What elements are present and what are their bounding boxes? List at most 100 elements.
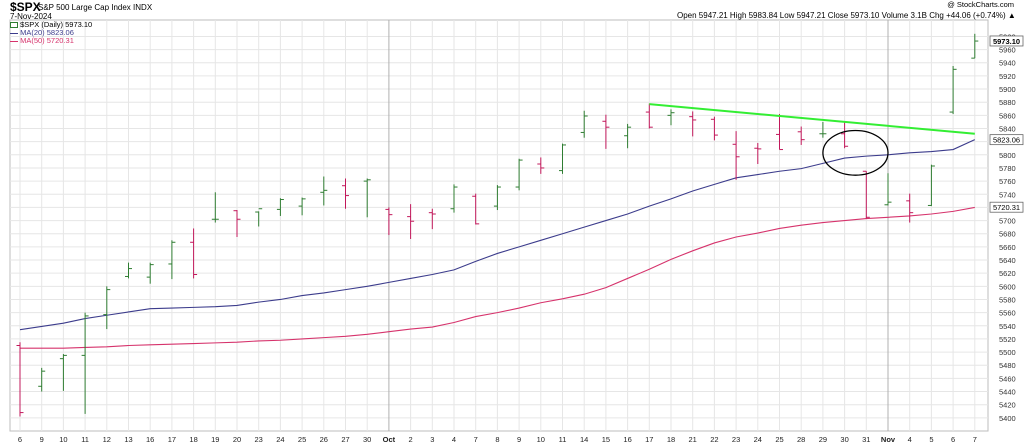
legend-ma50-label: MA(50) 5720.31 (20, 36, 74, 45)
last-value-label: 5823.06 (993, 136, 1020, 145)
ohlc-bar (407, 204, 415, 239)
ohlc-bar (38, 367, 46, 392)
ohlc-bar (732, 131, 740, 180)
ohlc-bar (16, 342, 24, 417)
ohlc-bar (819, 121, 827, 138)
y-tick-label: 5880 (999, 98, 1016, 107)
x-tick-label: 11 (559, 435, 567, 444)
x-tick-label: 5 (929, 435, 933, 444)
ohlc-bar (949, 66, 957, 115)
x-tick-label: 21 (689, 435, 697, 444)
ohlc-bar (667, 109, 675, 126)
ticker-description: S&P 500 Large Cap Index INDX (38, 3, 152, 12)
x-tick-label: 14 (580, 435, 588, 444)
ohlc-bar (59, 354, 67, 391)
y-tick-label: 5640 (999, 256, 1016, 265)
ohlc-bar (624, 123, 632, 149)
ohlc-bar (515, 158, 523, 191)
x-tick-label: 29 (819, 435, 827, 444)
ohlc-bar (776, 114, 783, 151)
ohlc-bar (255, 208, 263, 227)
ohlc-bar (862, 170, 870, 219)
ohlc-bar (125, 262, 132, 279)
x-tick-label: 27 (341, 435, 349, 444)
x-tick-label: 18 (189, 435, 197, 444)
ohlc-bar (559, 143, 566, 174)
last-value-box (989, 134, 1024, 146)
x-tick-label: 16 (146, 435, 154, 444)
x-tick-label: 30 (363, 435, 371, 444)
ohlc-bar (190, 228, 198, 279)
ohlc-bar (493, 185, 501, 211)
x-tick-label: 11 (81, 435, 89, 444)
ma50-line (20, 206, 975, 349)
ohlc-bar (689, 111, 697, 137)
x-tick-label: 24 (754, 435, 762, 444)
ohlc-bar (342, 178, 349, 209)
legend-ma20-label: MA(20) 5823.06 (20, 28, 74, 37)
y-tick-label: 5480 (999, 361, 1016, 370)
y-tick-label: 5560 (999, 309, 1016, 318)
y-tick-label: 5920 (999, 72, 1016, 81)
x-tick-label: 7 (474, 435, 478, 444)
ohlc-bar (168, 240, 176, 280)
y-tick-label: 5840 (999, 125, 1016, 134)
x-tick-label: 8 (495, 435, 499, 444)
y-tick-label: 5940 (999, 59, 1016, 68)
y-tick-label: 5460 (999, 374, 1016, 383)
y-tick-label: 5680 (999, 230, 1016, 239)
ticker-symbol: $SPX (10, 0, 41, 14)
x-tick-label: 24 (276, 435, 284, 444)
x-tick-label: 15 (602, 435, 610, 444)
ohlc-bar (320, 176, 328, 206)
ohlc-bar (841, 121, 849, 149)
x-tick-label: 13 (124, 435, 132, 444)
x-tick-label: 30 (840, 435, 848, 444)
last-value-box (989, 201, 1024, 213)
ohlc-bar (884, 173, 892, 206)
x-tick-label: 2 (409, 435, 413, 444)
y-tick-label: 5800 (999, 151, 1016, 160)
legend-ma50-swatch (10, 40, 18, 42)
x-tick-label: 17 (168, 435, 176, 444)
legend-price: $SPX (Daily) 5973.10 (10, 20, 92, 29)
x-tick-label: 25 (298, 435, 306, 444)
x-tick-label: 19 (211, 435, 219, 444)
x-tick-label: Oct (383, 435, 396, 444)
y-tick-label: 5580 (999, 295, 1016, 304)
y-tick-label: 5420 (999, 401, 1016, 410)
plot-frame (9, 19, 989, 432)
x-tick-label: 6 (18, 435, 22, 444)
ohlc-bar (103, 286, 111, 330)
ohlc-bar (602, 114, 610, 149)
ohlc-bar (363, 178, 371, 218)
x-tick-label: 4 (908, 435, 912, 444)
chart-date: 7-Nov-2024 (10, 12, 52, 21)
y-tick-label: 5620 (999, 269, 1016, 278)
x-tick-label: 17 (645, 435, 653, 444)
ohlc-bar (906, 193, 914, 223)
x-tick-label: 18 (667, 435, 675, 444)
y-tick-label: 5520 (999, 335, 1016, 344)
ohlc-summary: Open 5947.21 High 5983.84 Low 5947.21 Cl… (677, 11, 1016, 20)
last-value-label: 5973.10 (993, 37, 1020, 46)
copyright-label: @ StockCharts.com (947, 0, 1014, 9)
x-tick-label: 9 (40, 435, 44, 444)
y-tick-label: 5540 (999, 322, 1016, 331)
last-value-box (989, 35, 1024, 47)
ohlc-bar (146, 262, 154, 284)
exchange-label: INDX (133, 3, 153, 12)
ohlc-bar (428, 208, 436, 230)
ohlc-bar (927, 164, 935, 207)
ohlc-bar (81, 312, 89, 414)
x-tick-label: 28 (797, 435, 805, 444)
ohlc-bar (645, 103, 653, 129)
y-tick-label: 5400 (999, 414, 1016, 423)
x-tick-label: Nov (881, 435, 896, 444)
ohlc-bar (211, 192, 219, 223)
x-tick-label: 7 (973, 435, 977, 444)
x-tick-label: 26 (320, 435, 328, 444)
y-tick-label: 5600 (999, 282, 1016, 291)
x-tick-label: 10 (537, 435, 545, 444)
